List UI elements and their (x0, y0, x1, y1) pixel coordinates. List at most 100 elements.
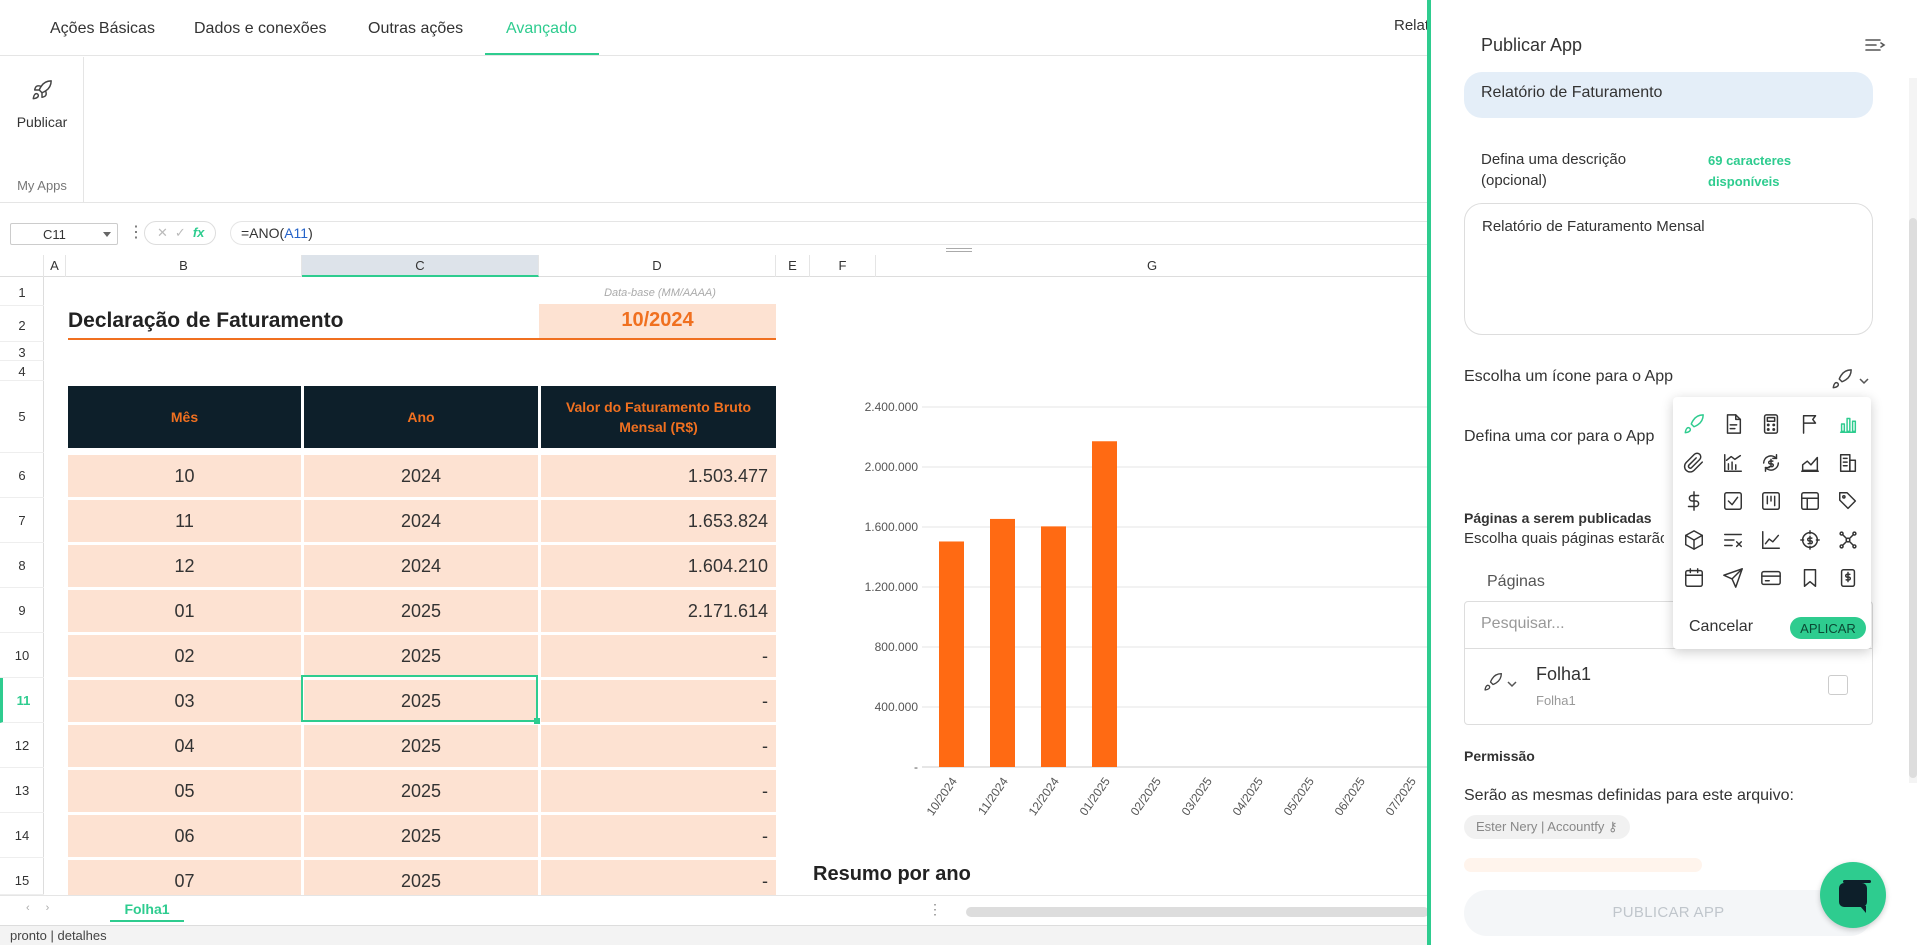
panel-scrollbar-thumb[interactable] (1909, 218, 1917, 778)
publish-ribbon-button[interactable]: Publicar (8, 79, 76, 143)
publish-app-button[interactable]: PUBLICAR APP (1464, 890, 1873, 936)
column-header-e[interactable]: E (776, 255, 810, 277)
chat-button[interactable] (1820, 862, 1886, 928)
building-icon[interactable] (1833, 448, 1863, 478)
column-header-f[interactable]: F (810, 255, 876, 277)
month-cell[interactable]: 11 (68, 500, 301, 542)
tab-acoes-basicas[interactable]: Ações Básicas (50, 20, 155, 37)
collapse-panel-icon[interactable] (1864, 36, 1886, 54)
revenue-cell[interactable]: 1.503.477 (541, 455, 776, 497)
area-chart-icon[interactable] (1795, 448, 1825, 478)
calculator-icon[interactable] (1756, 409, 1786, 439)
month-cell[interactable]: 05 (68, 770, 301, 812)
year-cell[interactable]: 2025 (304, 680, 538, 722)
formula-bar-resize-handle[interactable] (946, 248, 972, 252)
tab-avancado[interactable]: Avançado (506, 20, 577, 37)
header-month[interactable]: Mês (68, 386, 301, 448)
calendar-icon[interactable] (1679, 563, 1709, 593)
month-cell[interactable]: 04 (68, 725, 301, 767)
checkbox-icon[interactable] (1718, 486, 1748, 516)
revenue-cell[interactable]: 2.171.614 (541, 590, 776, 632)
flag-icon[interactable] (1795, 409, 1825, 439)
header-revenue[interactable]: Valor do Faturamento Bruto Mensal (R$) (541, 386, 776, 448)
cancel-button[interactable]: Cancelar (1689, 618, 1754, 635)
row-header[interactable]: 6 (0, 453, 44, 498)
row-header[interactable]: 2 (0, 306, 44, 342)
bar[interactable] (1041, 526, 1066, 767)
tab-dados-conexoes[interactable]: Dados e conexões (194, 20, 327, 37)
chevron-right-icon[interactable]: › (45, 902, 66, 914)
apply-button[interactable]: APLICAR (1790, 617, 1866, 639)
row-header[interactable]: 5 (0, 381, 44, 453)
month-cell[interactable]: 03 (68, 680, 301, 722)
bar-line-chart-icon[interactable] (1718, 448, 1748, 478)
row-header[interactable]: 8 (0, 543, 44, 588)
row-header[interactable]: 9 (0, 588, 44, 633)
row-header[interactable]: 14 (0, 813, 44, 858)
formula-input[interactable]: =ANO(A11) (230, 221, 1429, 245)
year-cell[interactable]: 2024 (304, 500, 538, 542)
year-cell[interactable]: 2025 (304, 815, 538, 857)
row-header[interactable]: 10 (0, 633, 44, 678)
month-cell[interactable]: 06 (68, 815, 301, 857)
revenue-cell[interactable]: 1.653.824 (541, 500, 776, 542)
line-chart-icon[interactable] (1756, 525, 1786, 555)
bar[interactable] (939, 541, 964, 767)
cancel-formula-icon[interactable]: ✕ (157, 225, 175, 240)
year-cell[interactable]: 2025 (304, 725, 538, 767)
coin-icon[interactable] (1795, 525, 1825, 555)
rocket-icon[interactable] (1679, 409, 1709, 439)
horizontal-scrollbar[interactable] (966, 907, 1429, 917)
app-name-field[interactable]: Relatório de Faturamento (1464, 72, 1873, 118)
date-basis-cell[interactable]: 10/2024 (539, 304, 776, 338)
chevron-left-icon[interactable]: ‹ (26, 902, 46, 914)
revenue-cell[interactable]: - (541, 770, 776, 812)
scatter-icon[interactable] (1833, 525, 1863, 555)
column-header-c[interactable]: C (302, 255, 539, 277)
row-header[interactable]: 7 (0, 498, 44, 543)
list-x-icon[interactable] (1718, 525, 1748, 555)
pages-search-input[interactable]: Pesquisar... (1465, 602, 1872, 649)
kanban-icon[interactable] (1756, 486, 1786, 516)
month-cell[interactable]: 12 (68, 545, 301, 587)
page-icon-selector[interactable] (1483, 672, 1517, 694)
sheet-tab-folha1[interactable]: Folha1 (110, 896, 184, 922)
panel-scrollbar[interactable] (1909, 78, 1917, 783)
row-header[interactable]: 4 (0, 361, 44, 381)
row-header[interactable]: 13 (0, 768, 44, 813)
row-header[interactable]: 15 (0, 858, 44, 895)
revenue-cell[interactable]: - (541, 635, 776, 677)
month-cell[interactable]: 02 (68, 635, 301, 677)
confirm-formula-icon[interactable]: ✓ (174, 225, 193, 240)
more-vertical-icon[interactable]: ⋮ (128, 224, 144, 241)
row-header[interactable]: 1 (0, 277, 44, 306)
month-cell[interactable]: 10 (68, 455, 301, 497)
send-icon[interactable] (1718, 563, 1748, 593)
column-header-a[interactable]: A (44, 255, 66, 277)
document-icon[interactable] (1718, 409, 1748, 439)
revenue-cell[interactable]: - (541, 680, 776, 722)
year-cell[interactable]: 2025 (304, 590, 538, 632)
bar-chart-icon[interactable] (1833, 409, 1863, 439)
cell-reference-box[interactable]: C11 (10, 223, 118, 245)
year-cell[interactable]: 2024 (304, 455, 538, 497)
header-year[interactable]: Ano (304, 386, 538, 448)
sheet-grid[interactable]: Data-base (MM/AAAA) Declaração de Fatura… (44, 277, 1429, 895)
details-link[interactable]: detalhes (57, 928, 107, 943)
bookmark-icon[interactable] (1795, 563, 1825, 593)
bar[interactable] (1092, 441, 1117, 767)
page-checkbox[interactable] (1828, 675, 1848, 695)
row-header[interactable]: 3 (0, 342, 44, 361)
icon-selector[interactable] (1831, 368, 1871, 390)
revenue-cell[interactable]: - (541, 860, 776, 895)
revenue-cell[interactable]: - (541, 725, 776, 767)
credit-card-icon[interactable] (1756, 563, 1786, 593)
column-header-g[interactable]: G (876, 255, 1429, 277)
column-header-b[interactable]: B (66, 255, 302, 277)
year-cell[interactable]: 2024 (304, 545, 538, 587)
select-all-corner[interactable] (0, 255, 44, 277)
layout-icon[interactable] (1795, 486, 1825, 516)
tab-outras-acoes[interactable]: Outras ações (368, 20, 464, 37)
cube-icon[interactable] (1679, 525, 1709, 555)
row-header[interactable]: 12 (0, 723, 44, 768)
